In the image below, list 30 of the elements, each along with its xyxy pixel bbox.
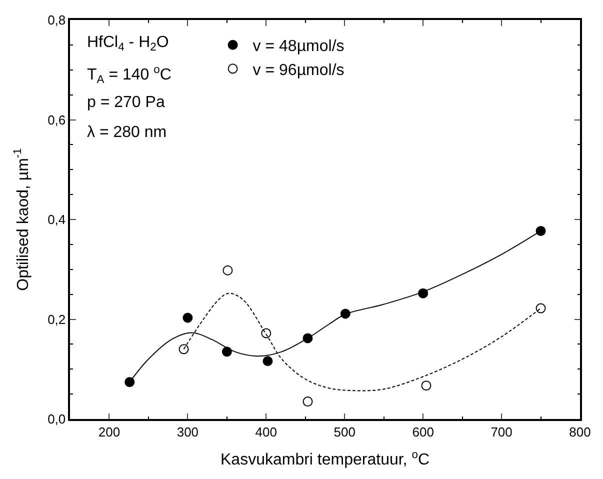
legend-label: v = 96µmol/s xyxy=(252,62,344,79)
point xyxy=(222,265,233,276)
point xyxy=(536,303,546,314)
x-tick-label: 500 xyxy=(334,424,356,440)
annotation: λ = 280 nm xyxy=(87,124,167,141)
point xyxy=(536,226,546,236)
legend-label: v = 48µmol/s xyxy=(252,38,344,56)
y-tick-label: 0,0 xyxy=(48,412,66,427)
x-tick-label: 800 xyxy=(569,424,591,440)
x-tick-label: 300 xyxy=(176,424,199,440)
point xyxy=(302,396,313,407)
annotation: T$_{A}$ = 140 $^{o}$C xyxy=(87,64,172,86)
y-tick-label: 0,6 xyxy=(48,112,66,128)
point xyxy=(421,380,432,391)
point xyxy=(262,356,273,366)
point xyxy=(222,346,232,357)
annotation: HfCl$_{4}$ - H$_{2}$O xyxy=(87,34,169,54)
point xyxy=(124,377,135,388)
x-tick-label: 200 xyxy=(98,424,120,440)
annotation: p = 270 Pa xyxy=(87,94,165,111)
y-tick-label: 0,2 xyxy=(48,312,66,327)
y-tick-label: 0,8 xyxy=(48,12,66,28)
point xyxy=(182,312,193,323)
x-axis-title: Kasvukambri temperatuur, $^{o}$C xyxy=(220,448,430,469)
point xyxy=(178,344,189,354)
y-tick-label: 0,4 xyxy=(48,212,66,228)
x-tick-label: 400 xyxy=(255,424,277,440)
point xyxy=(261,328,272,338)
x-tick-label: 700 xyxy=(490,424,512,440)
x-tick-label: 600 xyxy=(412,424,434,440)
